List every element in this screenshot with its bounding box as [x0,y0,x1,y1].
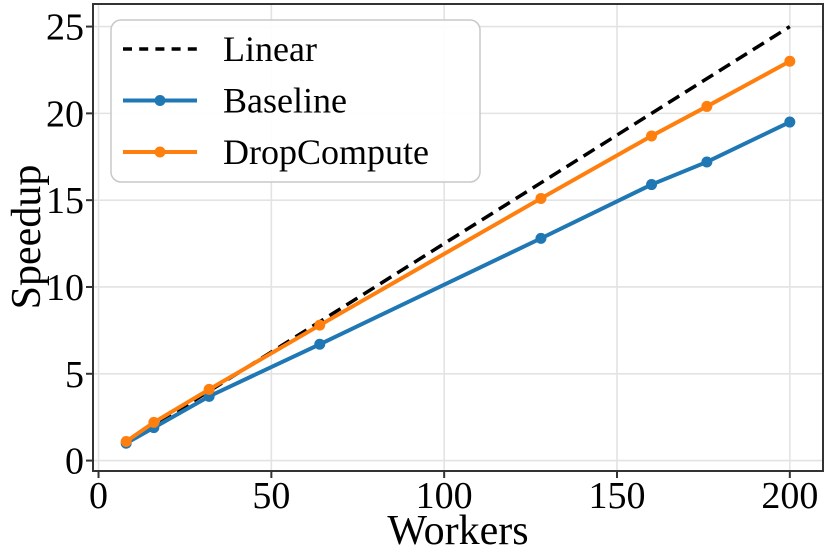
legend: Linear Baseline DropCompute [110,19,481,183]
series-line-dropcompute [125,59,791,444]
tick-labels: 0 50 100 150 200 0 5 10 15 20 25 [46,7,818,517]
data-point-baseline [701,156,713,168]
data-point-dropcompute [203,383,215,395]
data-point-dropcompute [646,130,658,142]
x-tick-label: 100 [416,475,473,517]
x-tick-label: 50 [252,475,290,517]
legend-box [110,19,481,183]
data-point-dropcompute [120,435,132,447]
data-point-baseline [314,338,326,350]
data-point-dropcompute [784,55,796,67]
series-dropcompute [120,55,796,447]
y-tick-label: 20 [46,93,84,135]
y-axis-label: Speedup [4,165,50,310]
legend-label: Baseline [223,81,347,121]
series-line-baseline [125,120,791,445]
x-axis-label: Workers [387,508,528,554]
data-point-dropcompute [148,416,160,428]
legend-sample-marker [154,95,166,106]
axes-spines [92,3,824,472]
series-line-linear [125,25,791,445]
data-series [120,25,796,449]
y-tick-label: 5 [65,354,84,396]
data-point-dropcompute [701,100,713,112]
y-tick-label: 10 [46,267,84,309]
y-tick-label: 15 [46,180,84,222]
y-tick-label: 25 [46,7,84,49]
data-point-baseline [784,116,796,128]
data-point-dropcompute [535,192,547,204]
tick-marks [86,25,791,478]
x-tick-label: 200 [761,475,818,517]
x-tick-label: 0 [89,475,108,517]
y-tick-label: 0 [65,441,84,483]
legend-item-dropcompute: DropCompute [123,132,429,172]
x-tick-label: 150 [588,475,645,517]
legend-label: Linear [223,29,317,69]
data-point-dropcompute [314,319,326,331]
legend-sample-marker [154,146,166,158]
plot-border [92,3,824,472]
series-linear [125,25,791,445]
legend-item-linear: Linear [123,29,317,69]
legend-label: DropCompute [223,132,429,172]
data-point-baseline [646,179,658,191]
data-point-baseline [535,232,547,244]
legend-item-baseline: Baseline [123,81,347,121]
